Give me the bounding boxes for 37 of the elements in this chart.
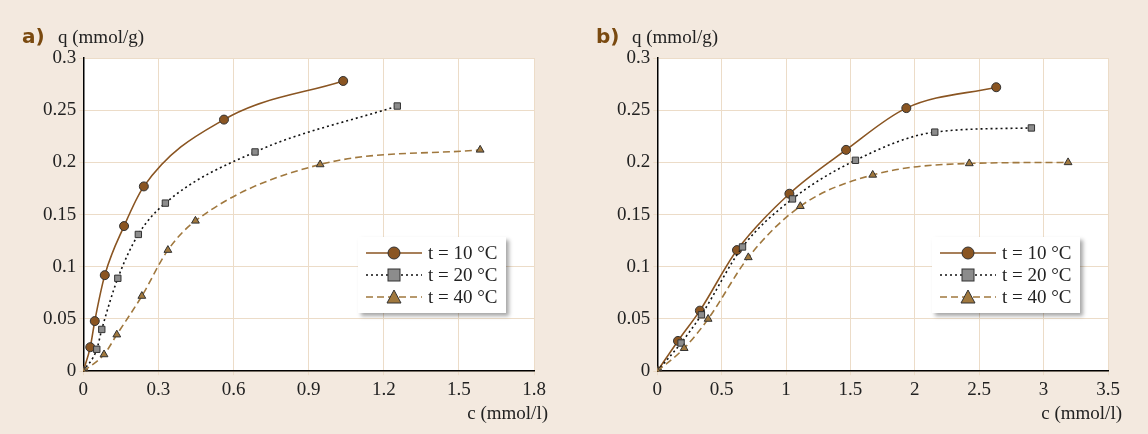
x-tick-label: 1 bbox=[781, 377, 791, 399]
legend-label: t = 20 °C bbox=[1002, 263, 1072, 286]
x-tick-label: 0.3 bbox=[146, 377, 171, 399]
x-tick-label: 1.2 bbox=[371, 377, 396, 399]
y-tick-label: 0 bbox=[66, 359, 77, 381]
y-axis-title: q (mmol/g) bbox=[58, 26, 145, 48]
legend-label: t = 40 °C bbox=[1002, 285, 1072, 308]
y-tick-label: 0.15 bbox=[43, 202, 77, 224]
y-tick-label: 0.1 bbox=[52, 254, 77, 276]
y-axis-title: q (mmol/g) bbox=[632, 26, 719, 48]
y-tick-label: 0.25 bbox=[617, 98, 651, 120]
y-tick-label: 0.25 bbox=[43, 98, 77, 120]
legend-label: t = 10 °C bbox=[428, 241, 498, 264]
legend-label: t = 20 °C bbox=[428, 263, 498, 286]
y-tick-label: 0 bbox=[640, 359, 651, 381]
chart-title: b) bbox=[596, 24, 620, 48]
y-tick-label: 0.05 bbox=[43, 306, 77, 328]
y-tick-label: 0.1 bbox=[626, 254, 651, 276]
x-tick-label: 0.6 bbox=[221, 377, 246, 399]
x-tick-label: 3 bbox=[1038, 377, 1049, 399]
x-tick-label: 0.5 bbox=[709, 377, 734, 399]
chart-title: a) bbox=[22, 24, 45, 48]
x-tick-label: 0.9 bbox=[296, 377, 321, 399]
x-tick-label: 2.5 bbox=[967, 377, 992, 399]
y-tick-label: 0.15 bbox=[617, 202, 651, 224]
legend-label: t = 40 °C bbox=[428, 285, 498, 308]
x-axis-title: c (mmol/l) bbox=[1041, 402, 1122, 424]
x-tick-label: 1.5 bbox=[838, 377, 863, 399]
x-tick-label: 1.5 bbox=[447, 377, 471, 399]
y-tick-label: 0.2 bbox=[626, 150, 651, 172]
y-tick-label: 0.2 bbox=[52, 150, 77, 172]
x-axis-title: c (mmol/l) bbox=[467, 402, 548, 424]
x-tick-label: 2 bbox=[910, 377, 920, 399]
y-tick-label: 0.05 bbox=[617, 306, 651, 328]
legend-label: t = 10 °C bbox=[1002, 241, 1072, 264]
x-tick-label: 1.8 bbox=[522, 377, 546, 399]
x-tick-label: 3.5 bbox=[1096, 377, 1120, 399]
